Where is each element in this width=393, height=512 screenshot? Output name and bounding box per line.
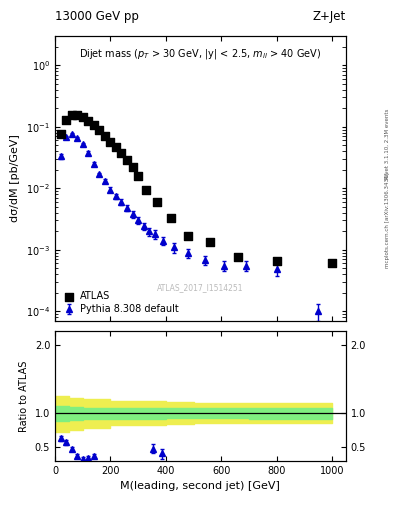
ATLAS [185, 232, 191, 241]
ATLAS [85, 117, 92, 125]
ATLAS [74, 111, 80, 119]
Text: 13000 GeV pp: 13000 GeV pp [55, 10, 139, 23]
ATLAS [118, 149, 125, 157]
ATLAS [235, 253, 241, 262]
Text: mcplots.cern.ch [arXiv:1306.3436]: mcplots.cern.ch [arXiv:1306.3436] [385, 173, 390, 268]
ATLAS [168, 214, 174, 222]
ATLAS [135, 172, 141, 180]
ATLAS [63, 116, 69, 124]
ATLAS [107, 138, 114, 146]
ATLAS [129, 163, 136, 172]
ATLAS [154, 198, 161, 206]
ATLAS [79, 113, 86, 121]
ATLAS [57, 131, 64, 139]
Y-axis label: Ratio to ATLAS: Ratio to ATLAS [19, 360, 29, 432]
ATLAS [143, 185, 150, 194]
ATLAS [68, 111, 75, 119]
Text: Dijet mass ($p_T$ > 30 GeV, |y| < 2.5, $m_{ll}$ > 40 GeV): Dijet mass ($p_T$ > 30 GeV, |y| < 2.5, $… [79, 47, 321, 61]
Legend: ATLAS, Pythia 8.308 default: ATLAS, Pythia 8.308 default [60, 289, 181, 316]
ATLAS [96, 126, 103, 134]
Text: Rivet 3.1.10, 2.3M events: Rivet 3.1.10, 2.3M events [385, 108, 390, 179]
ATLAS [91, 121, 97, 130]
ATLAS [274, 257, 280, 265]
ATLAS [329, 260, 335, 268]
ATLAS [102, 132, 108, 140]
Text: Z+Jet: Z+Jet [312, 10, 346, 23]
ATLAS [207, 238, 213, 246]
ATLAS [124, 156, 130, 164]
X-axis label: M(leading, second jet) [GeV]: M(leading, second jet) [GeV] [121, 481, 280, 491]
ATLAS [113, 143, 119, 152]
Y-axis label: dσ/dM [pb/GeV]: dσ/dM [pb/GeV] [10, 135, 20, 222]
Text: ATLAS_2017_I1514251: ATLAS_2017_I1514251 [157, 283, 244, 292]
